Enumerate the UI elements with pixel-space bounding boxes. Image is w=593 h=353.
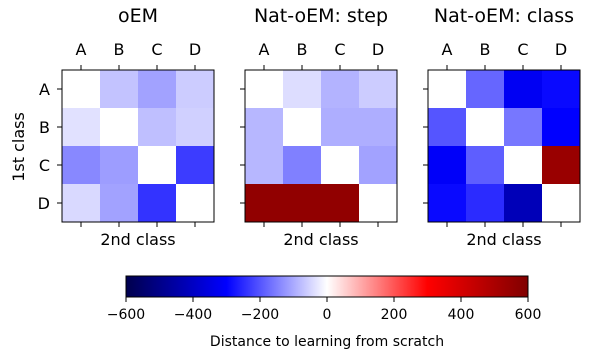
heatmap-cell: [321, 70, 360, 109]
panel-title: Nat-oEM: step: [254, 5, 388, 27]
x-tick-label: C: [334, 40, 345, 59]
heatmap-cell: [359, 146, 398, 185]
heatmap-cell: [245, 70, 284, 109]
panel-title: oEM: [118, 5, 158, 27]
colorbar-tick-label: 0: [323, 307, 332, 323]
heatmap-cell: [321, 108, 360, 147]
x-tick-label: C: [517, 40, 528, 59]
heatmap-cell: [100, 146, 139, 185]
colorbar-tick-label: 600: [515, 307, 542, 323]
heatmap-cell: [542, 70, 581, 109]
x-axis-label: 2nd class: [100, 230, 175, 249]
colorbar-tick-label: −200: [241, 307, 279, 323]
x-tick-label: D: [372, 40, 384, 59]
x-tick-label: D: [555, 40, 567, 59]
heatmap-panel-2: Nat-oEM: step A B C D 2nd class: [240, 5, 398, 249]
x-tick-label: D: [189, 40, 201, 59]
heatmap-cell: [176, 108, 215, 147]
shared-axis-labels: 1st class: [9, 112, 28, 182]
heatmap-cell: [321, 146, 360, 185]
heatmap-cell: [245, 108, 284, 147]
heatmap-cell: [245, 146, 284, 185]
heatmap-cell: [62, 146, 101, 185]
heatmap-cell: [542, 108, 581, 147]
heatmap-cell: [62, 108, 101, 147]
x-tick-label: B: [297, 40, 308, 59]
panel-frame: [244, 69, 398, 223]
colorbar-tick-label: 200: [381, 307, 408, 323]
x-tick-label: A: [442, 40, 453, 59]
heatmap-cell: [428, 108, 467, 147]
panel-title: Nat-oEM: class: [434, 5, 574, 27]
heatmap-cell: [466, 146, 505, 185]
heatmap-cell: [428, 70, 467, 109]
heatmap-cell: [176, 184, 215, 223]
heatmap-cell: [138, 108, 177, 147]
colorbar-label: Distance to learning from scratch: [210, 334, 444, 350]
colorbar-gradient: [125, 275, 529, 298]
heatmap-cell: [176, 70, 215, 109]
heatmap-cell: [176, 146, 215, 185]
heatmap-cell: [504, 70, 543, 109]
x-axis-label: 2nd class: [466, 230, 541, 249]
x-tick-label: B: [480, 40, 491, 59]
colorbar-tick-label: −400: [174, 307, 212, 323]
heatmap-cell: [542, 146, 581, 185]
colorbar-tick-label: −600: [107, 307, 145, 323]
heatmap-cell: [283, 70, 322, 109]
panel-frame: [61, 69, 215, 223]
heatmap-cell: [62, 184, 101, 223]
heatmap-cell: [138, 70, 177, 109]
heatmap-cell: [321, 184, 360, 223]
x-tick-label: B: [114, 40, 125, 59]
colorbar-tick-label: 400: [448, 307, 475, 323]
heatmap-cell: [359, 184, 398, 223]
heatmap-cell: [100, 70, 139, 109]
heatmap-cell: [283, 108, 322, 147]
heatmap-cell: [428, 184, 467, 223]
colorbar-ticks: −600 −400 −200 0 200 400 600: [107, 297, 542, 323]
y-tick-label: B: [39, 118, 50, 137]
heatmap-cell: [428, 146, 467, 185]
x-tick-label: A: [259, 40, 270, 59]
heatmap-cell: [283, 184, 322, 223]
heatmap-cell: [100, 184, 139, 223]
x-axis-label: 2nd class: [283, 230, 358, 249]
heatmap-cell: [138, 184, 177, 223]
heatmap-cell: [466, 70, 505, 109]
heatmap-cell: [466, 184, 505, 223]
heatmap-cell: [466, 108, 505, 147]
panel-frame: [427, 69, 581, 223]
y-axis-label: 1st class: [9, 112, 28, 182]
x-tick-label: C: [151, 40, 162, 59]
y-tick-label: D: [38, 194, 50, 213]
y-tick-label: C: [39, 156, 50, 175]
x-tick-label: A: [76, 40, 87, 59]
heatmap-cell: [245, 184, 284, 223]
heatmap-cell: [283, 146, 322, 185]
heatmap-cell: [504, 146, 543, 185]
y-tick-label: A: [39, 80, 50, 99]
heatmap-cell: [504, 184, 543, 223]
colorbar: −600 −400 −200 0 200 400 600 Distance to learn…: [107, 275, 542, 350]
heatmap-cell: [100, 108, 139, 147]
heatmap-cell: [62, 70, 101, 109]
heatmap-panel-3: Nat-oEM: class A B C D 2nd class: [423, 5, 581, 249]
heatmap-cell: [359, 108, 398, 147]
heatmap-cell: [359, 70, 398, 109]
heatmap-cell: [542, 184, 581, 223]
heatmap-cell: [504, 108, 543, 147]
heatmap-cell: [138, 146, 177, 185]
